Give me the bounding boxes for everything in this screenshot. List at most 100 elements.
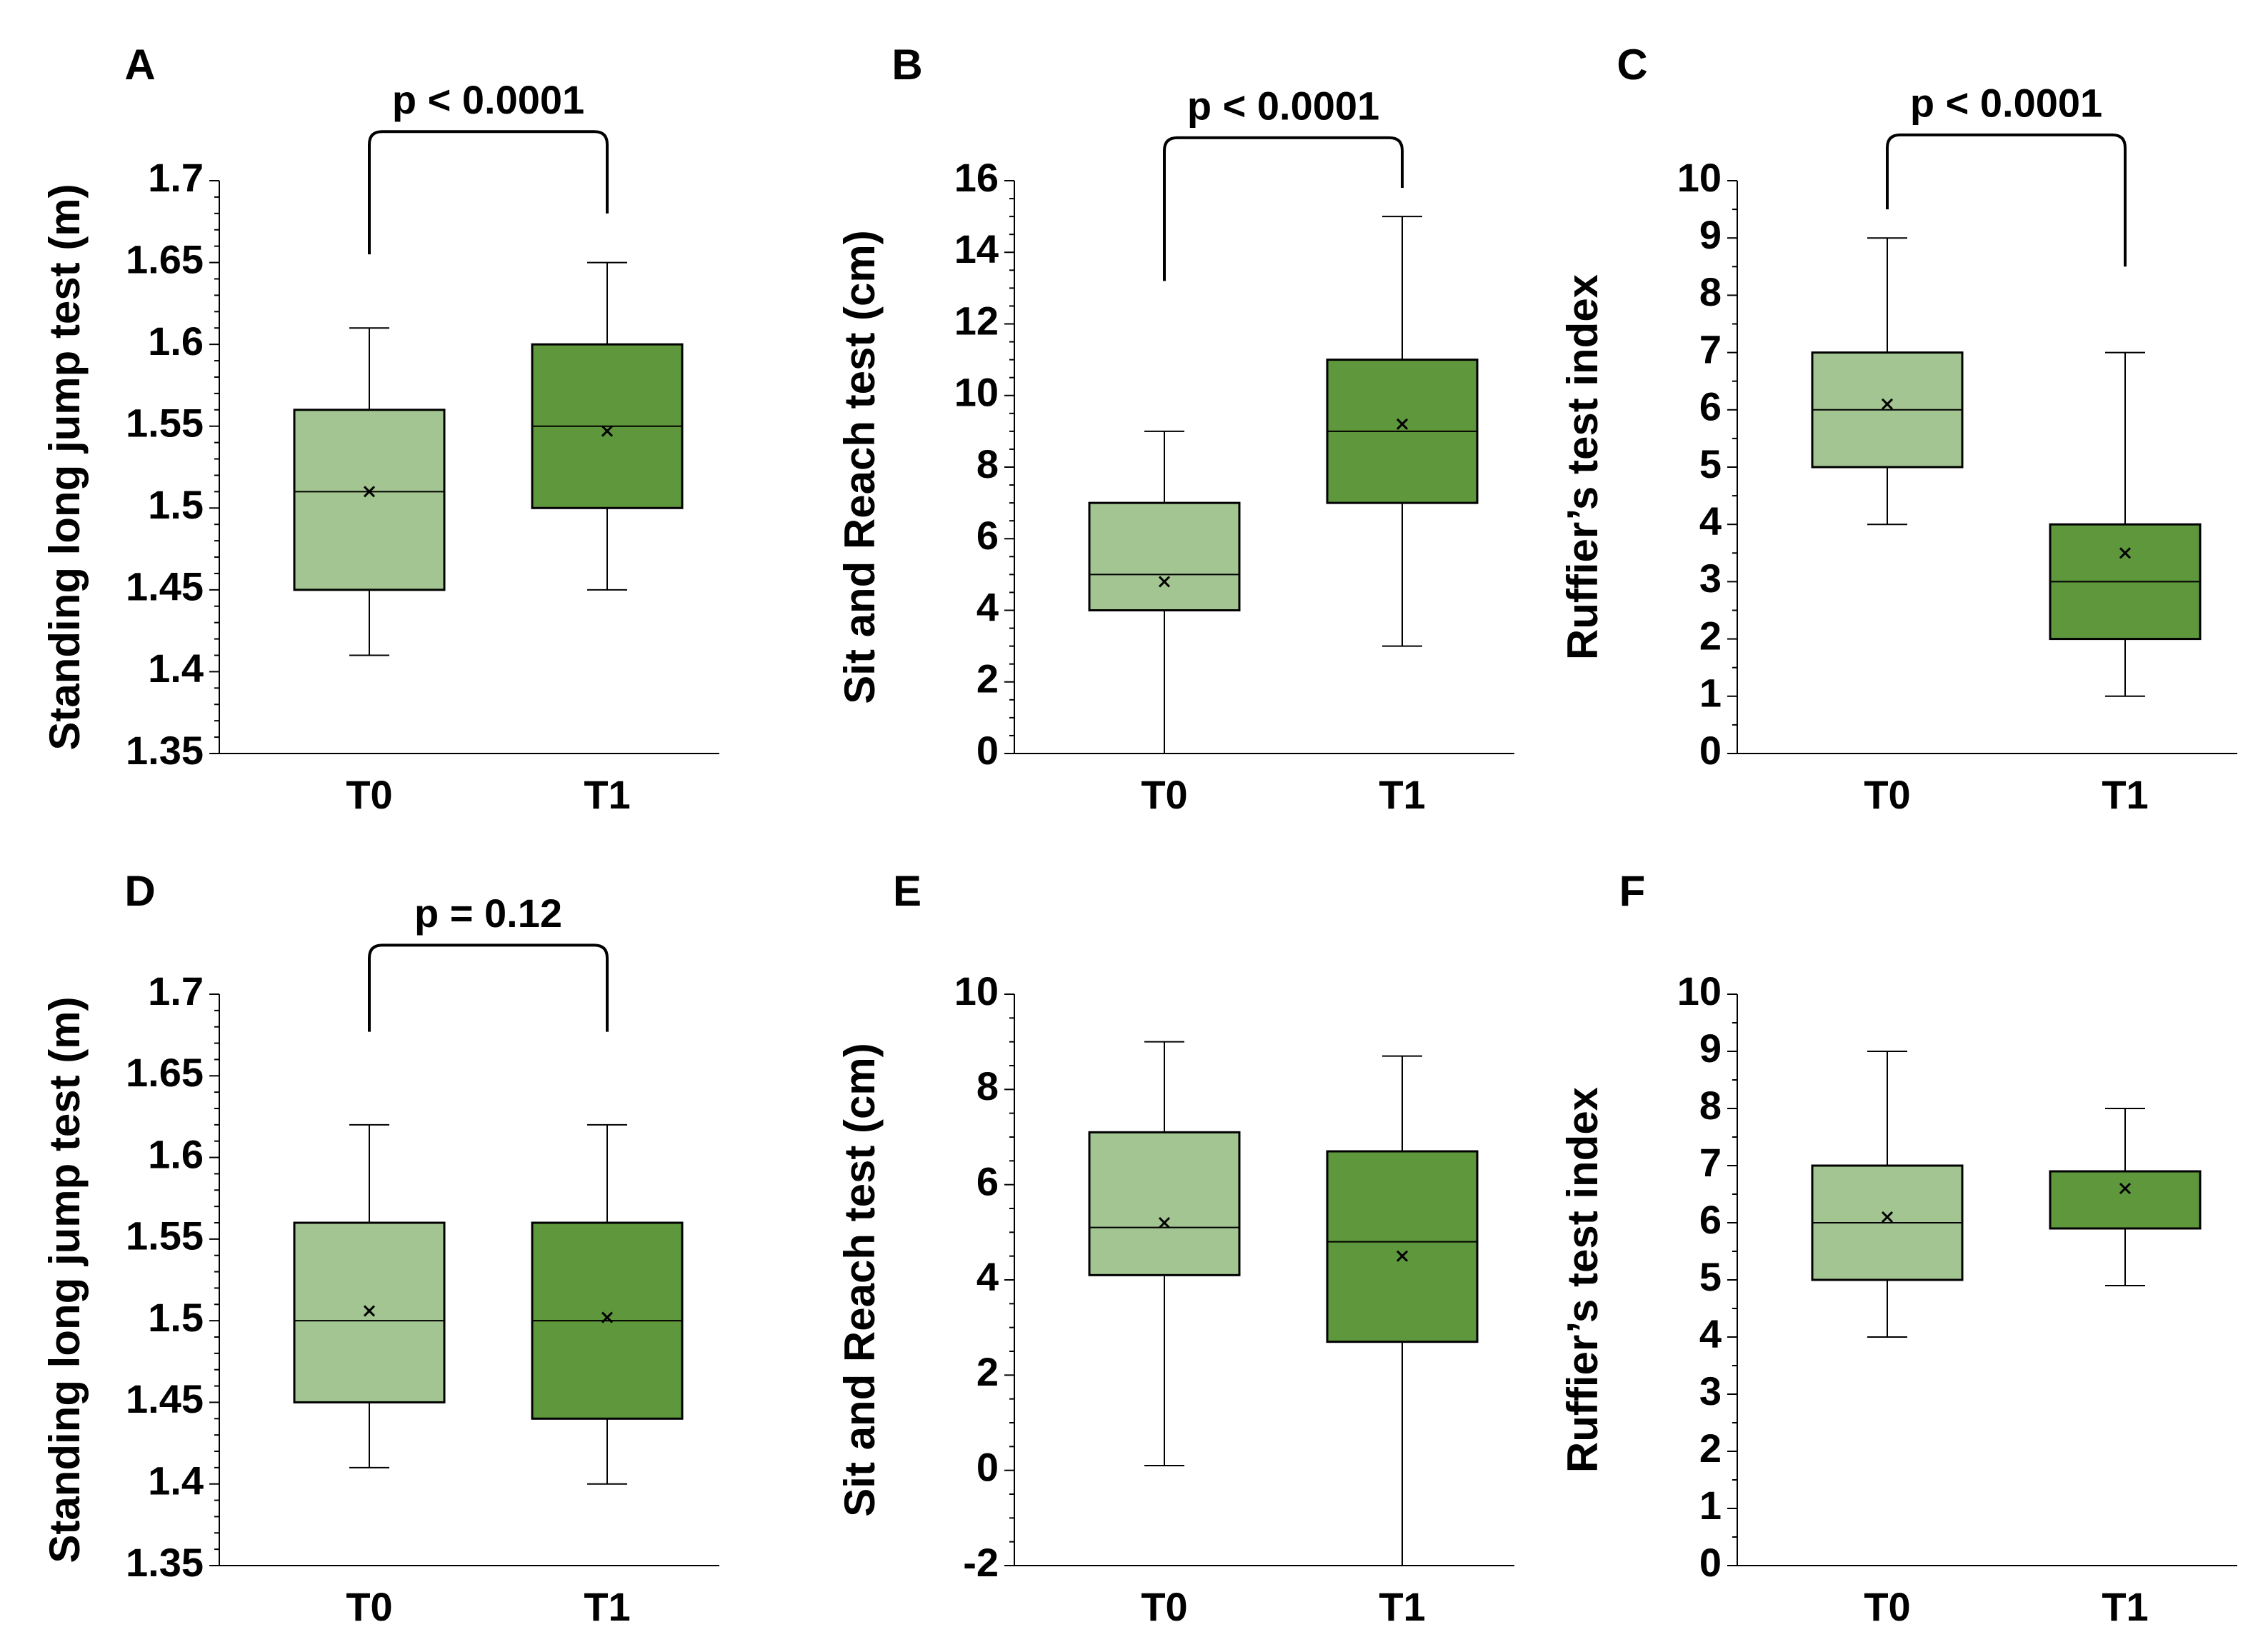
y-tick-label: 8 <box>1699 1083 1722 1128</box>
y-tick-label: 8 <box>976 1063 999 1108</box>
y-tick-label: 1.5 <box>148 1295 204 1340</box>
mean-marker <box>601 1311 614 1323</box>
y-tick-label: 7 <box>1699 326 1722 371</box>
significance-bracket <box>1886 133 2127 267</box>
x-category-label: T1 <box>2102 1584 2148 1629</box>
mean-marker <box>1396 418 1409 430</box>
y-tick-label: 1 <box>1699 671 1722 716</box>
y-tick-label: 1.55 <box>126 401 204 446</box>
panel-letter: E <box>893 867 921 915</box>
y-tick-label: 0 <box>1699 1540 1722 1585</box>
y-tick-label: 5 <box>1699 1254 1722 1299</box>
iqr-box <box>293 1221 446 1403</box>
panel-d: D 1.35 1.4 1.45 1.5 1.55 1.6 1.65 1.7 Standing lo… <box>41 867 719 1629</box>
significance-bracket <box>368 943 609 1032</box>
y-tick-label: 1.65 <box>126 1050 204 1095</box>
mean-marker <box>2119 547 2132 559</box>
box-t1 <box>2049 351 2202 697</box>
panel-letter: B <box>891 41 922 89</box>
y-tick-label: 2 <box>976 1349 999 1394</box>
p-value-label: p < 0.0001 <box>1910 81 2102 126</box>
y-tick-label: 0 <box>976 728 999 773</box>
y-axis-title: Ruffier’s test index <box>1559 1087 1607 1473</box>
y-tick-label: 1.55 <box>126 1213 204 1258</box>
y-tick-label: 1.4 <box>148 646 204 691</box>
y-tick-label: 1.45 <box>126 564 204 609</box>
box-t0 <box>1811 1051 1964 1338</box>
y-axis-title: Standing long jump test (m) <box>41 996 89 1563</box>
y-tick-label: 10 <box>954 968 999 1013</box>
x-category-label: T0 <box>1864 772 1910 817</box>
x-category-label: T1 <box>1379 772 1425 817</box>
y-tick-label: 8 <box>976 441 999 486</box>
y-tick-label: 6 <box>1699 384 1722 429</box>
y-tick-label: -2 <box>963 1540 999 1585</box>
mean-marker <box>1158 1216 1171 1229</box>
y-tick-label: 0 <box>1699 728 1722 773</box>
y-tick-label: 1.7 <box>148 155 204 200</box>
y-tick-label: 4 <box>1699 499 1722 544</box>
x-category-label: T1 <box>2102 772 2148 817</box>
y-tick-label: 1.6 <box>148 319 204 364</box>
y-tick-label: 10 <box>1677 155 1722 200</box>
y-tick-label: 1.65 <box>126 236 204 281</box>
iqr-box <box>1088 1131 1241 1276</box>
panel-letter: C <box>1617 41 1647 89</box>
x-category-label: T0 <box>1141 1584 1187 1629</box>
y-tick-label: 4 <box>976 584 999 629</box>
iqr-box <box>1088 501 1241 611</box>
y-tick-label: 7 <box>1699 1140 1722 1185</box>
y-tick-label: 10 <box>954 370 999 415</box>
y-tick-label: 6 <box>976 1158 999 1203</box>
y-tick-label: 16 <box>954 155 999 200</box>
x-category-label: T0 <box>346 772 392 817</box>
y-tick-label: 1.6 <box>148 1131 204 1176</box>
y-tick-label: 0 <box>976 1444 999 1489</box>
box-t1 <box>1326 216 1479 647</box>
x-category-label: T0 <box>346 1584 392 1629</box>
y-tick-label: 1 <box>1699 1483 1722 1528</box>
panel-letter: F <box>1619 867 1646 915</box>
y-tick-label: 1.45 <box>126 1376 204 1421</box>
y-tick-label: 2 <box>1699 613 1722 658</box>
panel-f: F 0 1 2 3 4 5 6 7 8 9 10 Ruffier’s test index T0 T1 <box>1559 867 2237 1629</box>
x-category-label: T0 <box>1864 1584 1910 1629</box>
y-tick-label: 1.7 <box>148 968 204 1013</box>
box-t1 <box>2049 1108 2202 1286</box>
y-tick-label: 1.35 <box>126 1540 204 1585</box>
mean-marker <box>1158 576 1171 588</box>
y-axis-title: Standing long jump test (m) <box>41 184 89 750</box>
box-t1 <box>1326 1055 1479 1566</box>
x-category-label: T1 <box>1379 1584 1425 1629</box>
y-tick-label: 14 <box>954 226 999 271</box>
mean-marker <box>1396 1250 1409 1262</box>
y-tick-label: 6 <box>1699 1197 1722 1242</box>
y-tick-label: 10 <box>1677 968 1722 1013</box>
p-value-label: p = 0.12 <box>414 891 562 936</box>
significance-bracket <box>368 130 609 255</box>
y-axis-title: Ruffier’s test index <box>1559 274 1607 660</box>
y-tick-label: 5 <box>1699 441 1722 486</box>
y-tick-label: 2 <box>1699 1426 1722 1471</box>
mean-marker <box>601 425 614 437</box>
box-t0 <box>1811 237 1964 526</box>
box-t1 <box>531 1123 684 1485</box>
y-tick-label: 9 <box>1699 212 1722 257</box>
y-tick-label: 1.35 <box>126 728 204 773</box>
y-tick-label: 8 <box>1699 269 1722 314</box>
p-value-label: p < 0.0001 <box>392 77 584 122</box>
mean-marker <box>1881 398 1894 410</box>
y-tick-label: 6 <box>976 513 999 558</box>
box-t0 <box>293 327 446 656</box>
x-category-label: T0 <box>1141 772 1187 817</box>
y-tick-label: 2 <box>976 656 999 701</box>
box-t0 <box>1088 430 1241 754</box>
box-t1 <box>531 261 684 591</box>
y-tick-label: 4 <box>1699 1311 1722 1356</box>
y-tick-label: 12 <box>954 298 999 343</box>
panel-e: E -2 0 2 4 6 8 10 Sit and Reach test (cm) T0 T1 <box>836 867 1514 1629</box>
p-value-label: p < 0.0001 <box>1187 84 1379 129</box>
panel-b: B 0 2 4 6 8 10 12 14 16 Sit and Reach test (cm) T0 T… <box>836 41 1514 817</box>
y-tick-label: 9 <box>1699 1026 1722 1071</box>
